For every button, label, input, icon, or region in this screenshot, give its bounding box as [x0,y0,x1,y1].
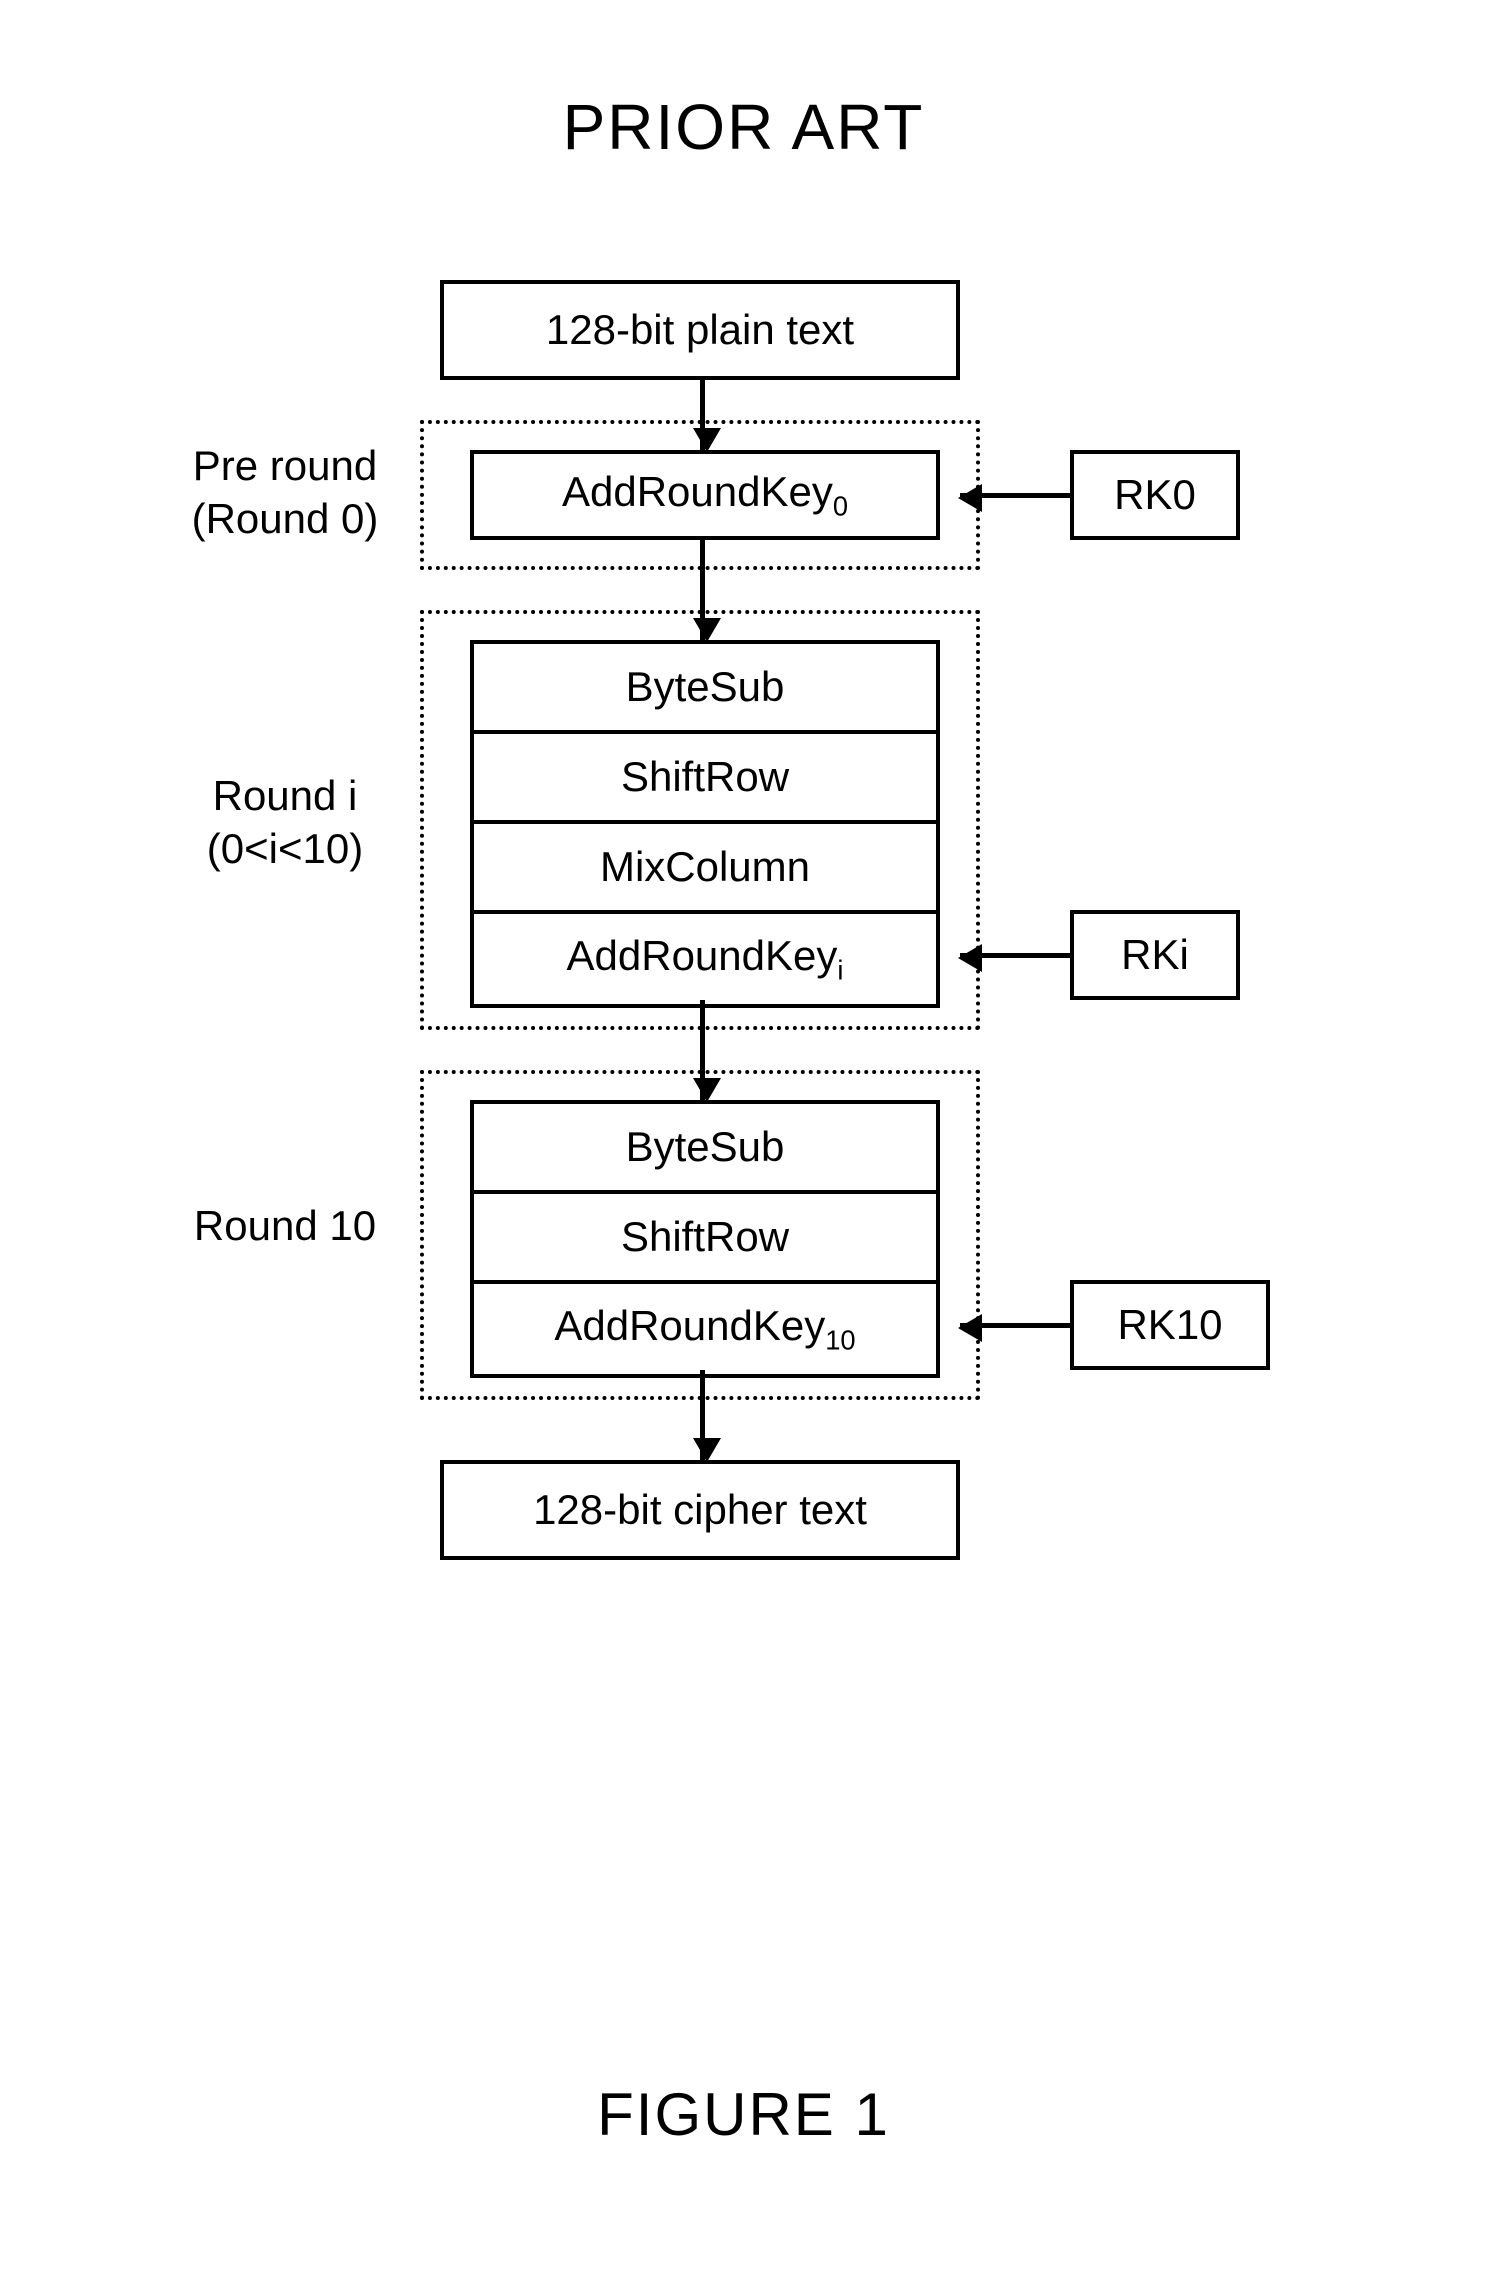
rk10-box: RK10 [1070,1280,1270,1370]
title-prior-art: PRIOR ART [0,90,1487,164]
output-box-label: 128-bit cipher text [533,1486,867,1534]
roundi-mixcolumn-label: MixColumn [600,843,810,891]
roundi-label: Round i (0<i<10) [165,770,405,875]
round0-label-l2: (Round 0) [192,495,379,542]
roundi-bytesub: ByteSub [474,644,936,734]
arrow-rk0 [960,493,1070,498]
roundi-label-l2: (0<i<10) [207,825,363,872]
page: PRIOR ART 128-bit plain text Pre round (… [0,0,1487,2280]
roundi-addroundkey: AddRoundKeyi [474,914,936,1004]
arrow-rk10 [960,1323,1070,1328]
input-box: 128-bit plain text [440,280,960,380]
round0-addroundkey: AddRoundKey0 [470,450,940,540]
roundi-mixcolumn: MixColumn [474,824,936,914]
roundi-ark-sub: i [837,954,843,985]
roundi-shiftrow-label: ShiftRow [621,753,789,801]
round10-label-l1: Round 10 [194,1202,376,1249]
round10-shiftrow: ShiftRow [474,1194,936,1284]
rk0-box: RK0 [1070,450,1240,540]
output-box: 128-bit cipher text [440,1460,960,1560]
round10-ark-sub: 10 [825,1324,855,1355]
round0-label: Pre round (Round 0) [165,440,405,545]
round0-label-l1: Pre round [193,442,377,489]
roundi-bytesub-label: ByteSub [626,663,785,711]
round10-stack: ByteSub ShiftRow AddRoundKey10 [470,1100,940,1378]
input-box-label: 128-bit plain text [546,306,854,354]
round10-bytesub: ByteSub [474,1104,936,1194]
round0-ark-base: AddRoundKey [562,468,833,515]
roundi-stack: ByteSub ShiftRow MixColumn AddRoundKeyi [470,640,940,1008]
roundi-ark-text: AddRoundKeyi [567,932,844,986]
rki-label: RKi [1121,931,1189,979]
round10-shiftrow-label: ShiftRow [621,1213,789,1261]
round0-ark-text: AddRoundKey0 [562,468,848,522]
roundi-shiftrow: ShiftRow [474,734,936,824]
arrow-r10-to-output [700,1370,705,1460]
roundi-label-l1: Round i [213,772,358,819]
round10-ark-text: AddRoundKey10 [554,1302,855,1356]
round10-label: Round 10 [165,1200,405,1253]
round0-ark-sub: 0 [833,490,848,521]
roundi-ark-base: AddRoundKey [567,932,838,979]
figure-caption: FIGURE 1 [0,2080,1487,2149]
rki-box: RKi [1070,910,1240,1000]
arrow-rki [960,953,1070,958]
round10-addroundkey: AddRoundKey10 [474,1284,936,1374]
rk10-label: RK10 [1117,1301,1222,1349]
round10-bytesub-label: ByteSub [626,1123,785,1171]
rk0-label: RK0 [1114,471,1196,519]
round10-ark-base: AddRoundKey [554,1302,825,1349]
